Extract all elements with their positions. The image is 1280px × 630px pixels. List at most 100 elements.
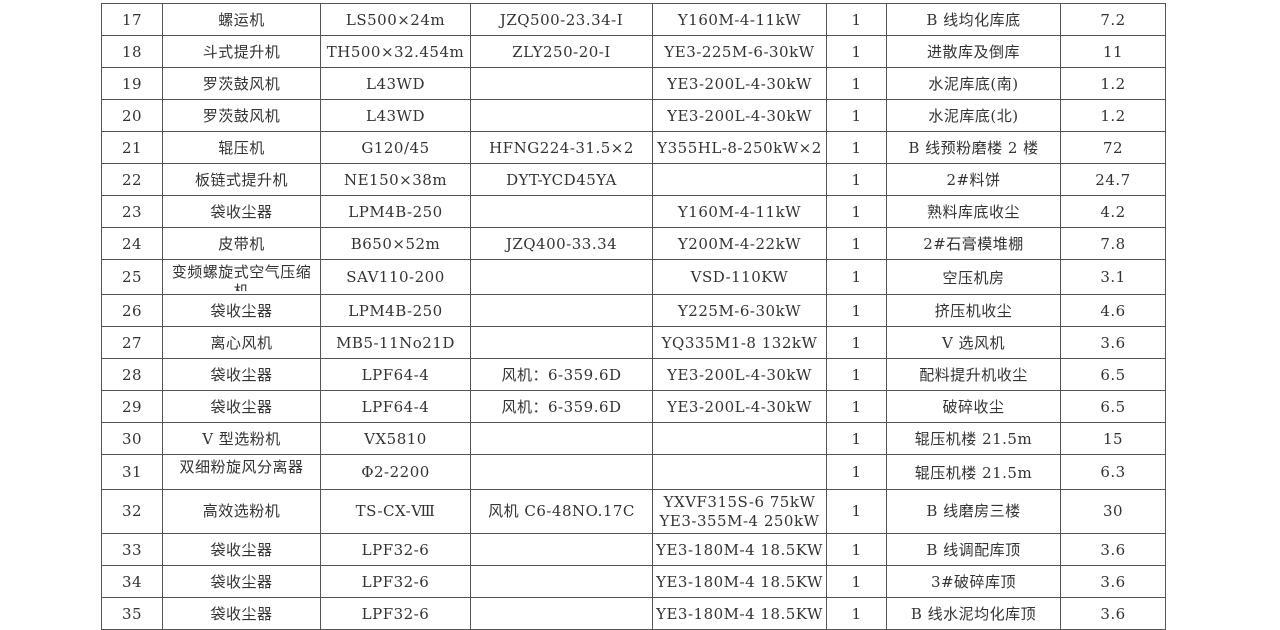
- weight-cell: 3.6: [1060, 326, 1166, 359]
- location-cell: 3#破碎库顶: [886, 565, 1061, 598]
- location-cell: 辊压机楼 21.5m: [886, 422, 1061, 455]
- equipment-name-cell: 高效选粉机: [162, 489, 321, 534]
- model-cell: MB5-11No21D: [320, 326, 471, 359]
- location-cell: B 线水泥均化库顶: [886, 597, 1061, 630]
- model-cell: L43WD: [320, 99, 471, 132]
- equipment-name-cell: 变频螺旋式空气压缩机: [162, 259, 321, 295]
- quantity-cell: 1: [826, 390, 887, 423]
- weight-cell: 30: [1060, 489, 1166, 534]
- motor-cell: Y225M-6-30kW: [652, 294, 827, 327]
- reducer-cell: HFNG224-31.5×2: [470, 131, 653, 164]
- table-row: 30 V 型选粉机 VX5810 1 辊压机楼 21.5m 15: [101, 422, 1166, 455]
- motor-cell: [652, 422, 827, 455]
- quantity-cell: 1: [826, 422, 887, 455]
- model-cell: NE150×38m: [320, 163, 471, 196]
- table-row: 33 袋收尘器 LPF32-6 YE3-180M-4 18.5KW 1 B 线调配库顶 3.…: [101, 533, 1166, 566]
- table-row: 28 袋收尘器 LPF64-4 风机：6-359.6D YE3-200L-4-30kW 1…: [101, 358, 1166, 391]
- row-number-cell: 29: [101, 390, 163, 423]
- table-row: 18 斗式提升机 TH500×32.454m ZLY250-20-Ⅰ YE3-225M-…: [101, 35, 1166, 68]
- quantity-cell: 1: [826, 163, 887, 196]
- table-row: 24 皮带机 B650×52m JZQ400-33.34 Y200M-4-22kW 1 2#…: [101, 227, 1166, 260]
- quantity-cell: 1: [826, 3, 887, 36]
- reducer-cell: [470, 597, 653, 630]
- motor-line: YE3-355M-4 250kW: [659, 511, 820, 530]
- table-row: 25 变频螺旋式空气压缩机 SAV110-200 VSD-110KW 1 空压机房 3.1: [101, 259, 1166, 295]
- table-body: 17 螺运机 LS500×24m JZQ500-23.34-Ⅰ Y160M-4-11kW…: [101, 3, 1166, 630]
- weight-cell: 72: [1060, 131, 1166, 164]
- motor-cell: YE3-180M-4 18.5KW: [652, 597, 827, 630]
- location-cell: B 线预粉磨楼 2 楼: [886, 131, 1061, 164]
- table-row: 31 双细粉旋风分离器 Φ2-2200 1 辊压机楼 21.5m 6.3: [101, 454, 1166, 490]
- row-number-cell: 34: [101, 565, 163, 598]
- reducer-cell: [470, 565, 653, 598]
- table-row: 34 袋收尘器 LPF32-6 YE3-180M-4 18.5KW 1 3#破碎库顶 3.6: [101, 565, 1166, 598]
- motor-cell: YE3-225M-6-30kW: [652, 35, 827, 68]
- model-cell: B650×52m: [320, 227, 471, 260]
- equipment-name-cell: 袋收尘器: [162, 195, 321, 228]
- table-row: 29 袋收尘器 LPF64-4 风机：6-359.6D YE3-200L-4-30kW 1…: [101, 390, 1166, 423]
- equipment-name-cell: 袋收尘器: [162, 533, 321, 566]
- motor-cell: [652, 454, 827, 490]
- motor-cell: YE3-180M-4 18.5KW: [652, 565, 827, 598]
- model-cell: LPF32-6: [320, 565, 471, 598]
- quantity-cell: 1: [826, 294, 887, 327]
- reducer-cell: [470, 422, 653, 455]
- reducer-cell: JZQ500-23.34-Ⅰ: [470, 3, 653, 36]
- equipment-name-cell: 袋收尘器: [162, 390, 321, 423]
- model-cell: LS500×24m: [320, 3, 471, 36]
- row-number-cell: 35: [101, 597, 163, 630]
- weight-cell: 3.1: [1060, 259, 1166, 295]
- row-number-cell: 25: [101, 259, 163, 295]
- location-cell: 2#料饼: [886, 163, 1061, 196]
- motor-cell: Y200M-4-22kW: [652, 227, 827, 260]
- table-row: 17 螺运机 LS500×24m JZQ500-23.34-Ⅰ Y160M-4-11kW…: [101, 3, 1166, 36]
- reducer-cell: [470, 454, 653, 490]
- row-number-cell: 28: [101, 358, 163, 391]
- table-row: 27 离心风机 MB5-11No21D YQ335M1-8 132kW 1 V 选风机 3.…: [101, 326, 1166, 359]
- table-row: 19 罗茨鼓风机 L43WD YE3-200L-4-30kW 1 水泥库底(南) 1.2: [101, 67, 1166, 100]
- location-cell: 2#石膏模堆棚: [886, 227, 1061, 260]
- weight-cell: 1.2: [1060, 67, 1166, 100]
- weight-cell: 6.5: [1060, 358, 1166, 391]
- row-number-cell: 17: [101, 3, 163, 36]
- quantity-cell: 1: [826, 67, 887, 100]
- location-cell: 破碎收尘: [886, 390, 1061, 423]
- equipment-name-cell: 螺运机: [162, 3, 321, 36]
- motor-cell: Y355HL-8-250kW×2: [652, 131, 827, 164]
- table-row: 26 袋收尘器 LPM4B-250 Y225M-6-30kW 1 挤压机收尘 4.6: [101, 294, 1166, 327]
- motor-cell: Y160M-4-11kW: [652, 3, 827, 36]
- location-cell: 辊压机楼 21.5m: [886, 454, 1061, 490]
- row-number-cell: 26: [101, 294, 163, 327]
- equipment-table: 17 螺运机 LS500×24m JZQ500-23.34-Ⅰ Y160M-4-11kW…: [101, 3, 1166, 630]
- model-cell: LPF64-4: [320, 390, 471, 423]
- model-cell: LPF32-6: [320, 533, 471, 566]
- quantity-cell: 1: [826, 195, 887, 228]
- location-cell: 空压机房: [886, 259, 1061, 295]
- table-row: 22 板链式提升机 NE150×38m DYT-YCD45YA 1 2#料饼 24.7: [101, 163, 1166, 196]
- weight-cell: 4.6: [1060, 294, 1166, 327]
- location-cell: 挤压机收尘: [886, 294, 1061, 327]
- row-number-cell: 30: [101, 422, 163, 455]
- equipment-name-cell: 双细粉旋风分离器: [162, 454, 321, 490]
- reducer-cell: [470, 67, 653, 100]
- weight-cell: 7.2: [1060, 3, 1166, 36]
- weight-cell: 3.6: [1060, 565, 1166, 598]
- quantity-cell: 1: [826, 489, 887, 534]
- reducer-cell: [470, 326, 653, 359]
- quantity-cell: 1: [826, 99, 887, 132]
- quantity-cell: 1: [826, 358, 887, 391]
- equipment-name-text: 变频螺旋式空气压缩机: [171, 263, 312, 291]
- reducer-cell: DYT-YCD45YA: [470, 163, 653, 196]
- equipment-name-cell: 板链式提升机: [162, 163, 321, 196]
- equipment-name-cell: 皮带机: [162, 227, 321, 260]
- row-number-cell: 27: [101, 326, 163, 359]
- model-cell: LPF64-4: [320, 358, 471, 391]
- row-number-cell: 20: [101, 99, 163, 132]
- model-cell: VX5810: [320, 422, 471, 455]
- equipment-name-cell: 袋收尘器: [162, 294, 321, 327]
- motor-cell: YXVF315S-6 75kW YE3-355M-4 250kW: [652, 489, 827, 534]
- reducer-cell: ZLY250-20-Ⅰ: [470, 35, 653, 68]
- weight-cell: 1.2: [1060, 99, 1166, 132]
- weight-cell: 24.7: [1060, 163, 1166, 196]
- location-cell: B 线均化库底: [886, 3, 1061, 36]
